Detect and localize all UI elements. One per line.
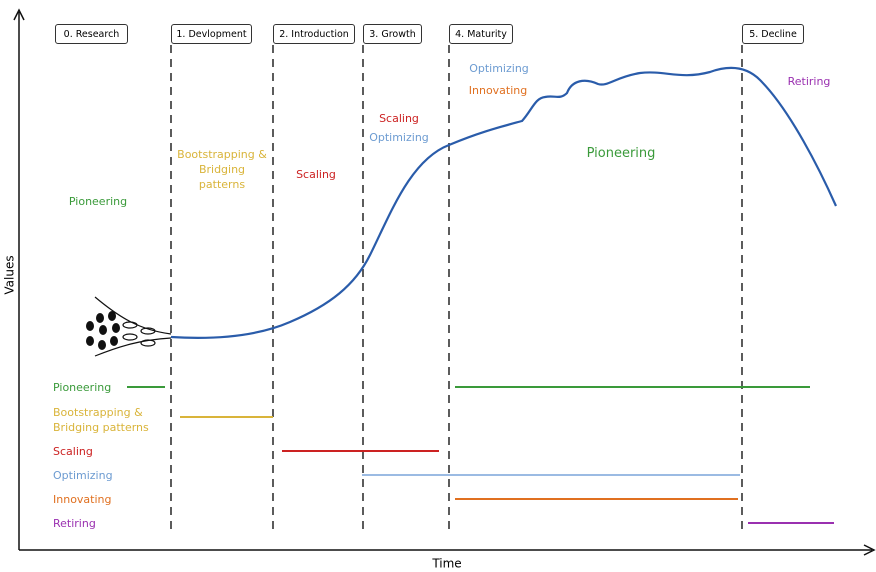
legend-label: Pioneering — [53, 381, 112, 394]
x-axis-label: Time — [431, 557, 461, 571]
annotation: Innovating — [468, 84, 528, 97]
funnel — [94, 296, 172, 357]
annotation: Optimizing — [469, 62, 529, 75]
annotation: Pioneering — [68, 195, 128, 208]
x-arrow — [863, 544, 876, 556]
funnel-dots — [86, 311, 120, 350]
y-arrow — [13, 8, 25, 21]
value-curve — [170, 66, 838, 339]
phase-label: 0. Research — [55, 24, 128, 44]
annotation: Optimizing — [369, 131, 429, 144]
phase-label: 2. Introduction — [273, 24, 355, 44]
annotation: Retiring — [787, 75, 831, 88]
annotation: Bootstrapping & Bridging patterns — [177, 148, 267, 191]
legend-label: Scaling — [53, 445, 93, 458]
phase-label: 1. Devlopment — [171, 24, 252, 44]
annotation: Scaling — [379, 112, 419, 125]
legend-label: Innovating — [53, 493, 112, 506]
phase-dividers — [170, 45, 743, 530]
legend-lines — [127, 386, 834, 524]
y-axis-label: Values — [3, 255, 17, 294]
annotation: Pioneering — [586, 146, 656, 161]
phase-label: 5. Decline — [742, 24, 804, 44]
annotation: Scaling — [296, 168, 336, 181]
phase-label: 3. Growth — [363, 24, 422, 44]
legend-label: Optimizing — [53, 469, 113, 482]
legend-label: Bootstrapping & Bridging patterns — [53, 406, 149, 434]
phase-label: 4. Maturity — [449, 24, 513, 44]
legend-label: Retiring — [53, 517, 96, 530]
